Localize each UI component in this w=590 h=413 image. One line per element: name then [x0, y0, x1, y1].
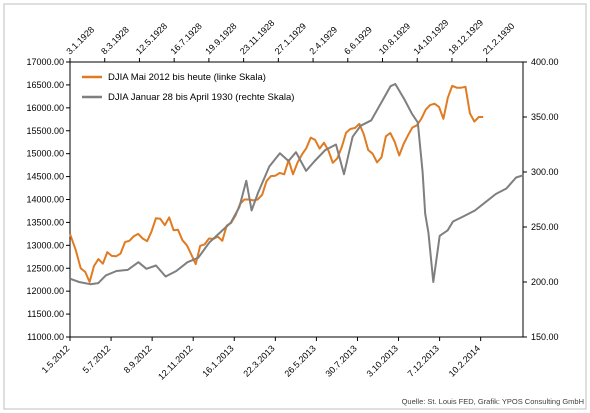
outer-border	[3, 3, 587, 410]
series-line-1929	[69, 83, 524, 286]
left-tick-label: 17000.00	[26, 57, 64, 67]
right-axis: 150.00 200.00 250.00 300.00 350.00 400.00	[523, 57, 559, 342]
bottom-axis: 1.5.2012 5.7.2012 8.9.2012 12.11.2012 16.1.2…	[40, 337, 482, 382]
right-tick-label: 350.00	[531, 112, 559, 122]
bottom-tick-label: 26.5.2013	[282, 343, 317, 378]
bottom-tick-label: 16.1.2013	[200, 343, 235, 378]
top-tick-label: 8.3.1928	[99, 25, 131, 57]
bottom-tick-label: 10.2.2014	[447, 343, 482, 378]
left-tick-label: 13000.00	[26, 240, 64, 250]
bottom-tick-label: 5.7.2012	[81, 343, 113, 375]
top-tick-label: 19.9.1928	[203, 21, 238, 56]
left-tick-label: 15500.00	[26, 126, 64, 136]
top-tick-label: 14.10.1929	[412, 17, 451, 56]
bottom-tick-label: 22.3.2013	[241, 343, 276, 378]
right-tick-label: 150.00	[531, 332, 559, 342]
legend: DJIA Mai 2012 bis heute (linke Skala) DJ…	[82, 72, 294, 103]
top-tick-label: 12.5.1928	[134, 21, 169, 56]
left-tick-label: 13500.00	[26, 217, 64, 227]
top-tick-label: 2.4.1929	[307, 25, 339, 57]
left-axis: 11000.00 11500.00 12000.00 12500.00 13000.00…	[26, 57, 70, 342]
top-tick-label: 16.7.1928	[169, 21, 204, 56]
top-tick-label: 21.2.1930	[481, 21, 516, 56]
chart-frame	[3, 3, 587, 410]
top-tick-label: 10.8.1929	[377, 21, 412, 56]
top-tick-label: 18.12.1929	[446, 17, 485, 56]
right-tick-label: 400.00	[531, 57, 559, 67]
legend-label-modern: DJIA Mai 2012 bis heute (linke Skala)	[108, 72, 266, 83]
series-line-modern	[69, 84, 484, 283]
left-tick-label: 12000.00	[26, 286, 64, 296]
left-tick-label: 14000.00	[26, 195, 64, 205]
top-tick-label: 27.1.1929	[273, 21, 308, 56]
right-tick-label: 200.00	[531, 277, 559, 287]
left-tick-label: 15000.00	[26, 149, 64, 159]
bottom-tick-label: 7.12.2013	[406, 343, 441, 378]
bottom-tick-label: 30.7.2013	[323, 343, 358, 378]
left-tick-label: 11000.00	[27, 332, 64, 342]
top-tick-label: 6.6.1929	[342, 25, 374, 57]
left-tick-label: 12500.00	[26, 263, 64, 273]
right-tick-label: 300.00	[531, 167, 559, 177]
bottom-tick-label: 8.9.2012	[122, 343, 154, 375]
series-layer	[69, 83, 524, 286]
left-tick-label: 14500.00	[26, 172, 64, 182]
bottom-tick-label: 12.11.2012	[156, 343, 194, 381]
top-axis: 3.1.1928 8.3.1928 12.5.1928 16.7.1928 19.9.1…	[64, 17, 516, 62]
right-tick-label: 250.00	[531, 222, 559, 232]
bottom-tick-label: 3.10.2013	[365, 343, 400, 378]
left-tick-label: 11500.00	[27, 309, 64, 319]
top-tick-label: 23.11.1928	[238, 18, 276, 56]
bottom-tick-label: 1.5.2012	[40, 343, 72, 375]
legend-label-1929: DJIA Januar 28 bis April 1930 (rechte Sk…	[108, 92, 294, 103]
left-tick-label: 16000.00	[26, 103, 64, 113]
source-note: Quelle: St. Louis FED, Grafik: YPOS Cons…	[402, 397, 584, 406]
left-tick-label: 16500.00	[26, 80, 64, 90]
top-tick-label: 3.1.1928	[64, 25, 96, 57]
